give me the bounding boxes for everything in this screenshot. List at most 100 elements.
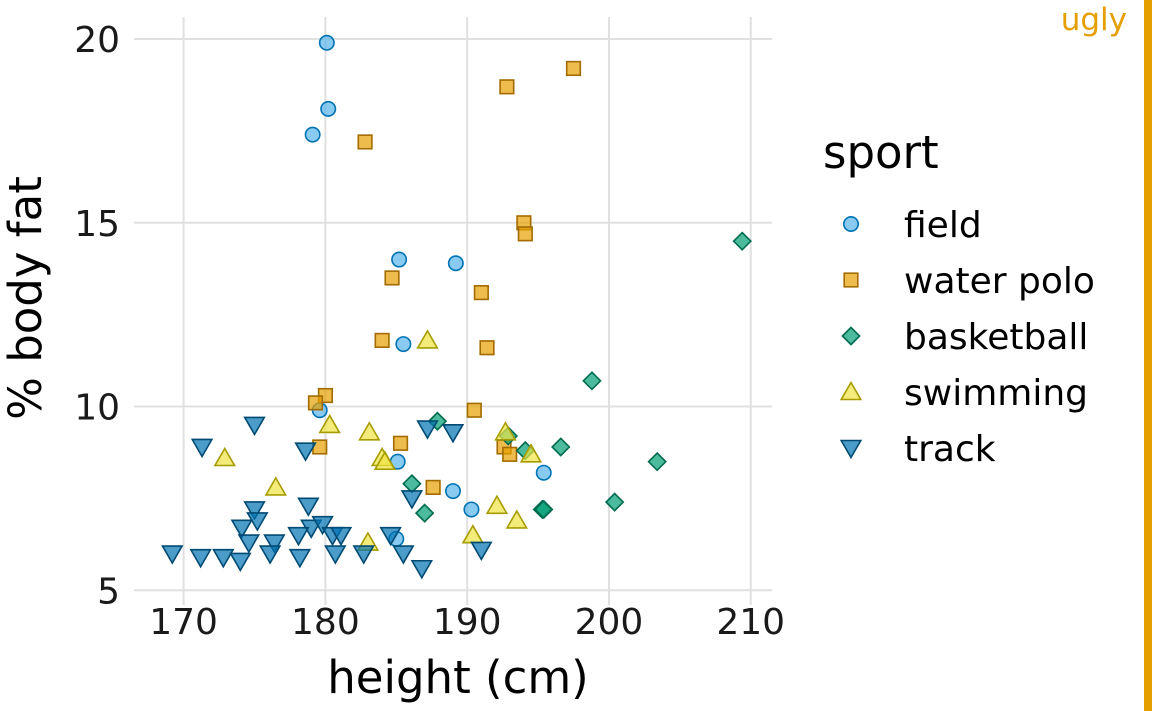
data-point [582,371,602,391]
data-point [329,526,353,547]
data-point [392,435,409,451]
data-point [565,60,582,77]
data-point [391,251,408,268]
data-point [441,423,465,444]
x-tick-label: 170 [149,602,218,643]
data-point [400,490,424,510]
x-tick-label: 200 [575,602,644,643]
data-point [258,545,282,565]
legend-label: swimming [904,373,1088,414]
legend-label: basketball [904,317,1088,358]
data-point [425,479,441,496]
data-point [479,340,495,356]
series-track [161,416,493,580]
data-point [374,332,390,349]
data-point [395,336,412,353]
data-point [551,437,571,457]
data-point [535,464,552,481]
legend-key-track [839,439,863,460]
data-point [463,501,480,518]
data-point [466,402,482,418]
data-point [294,442,317,462]
data-point [392,545,415,565]
data-point [647,451,667,472]
data-point [243,501,266,521]
data-point [502,446,518,462]
data-point [318,34,335,51]
legend-key-field [842,216,859,233]
data-point [264,476,287,496]
data-point [447,255,464,272]
data-point [246,512,269,532]
x-tick-label: 190 [433,602,502,643]
series-basketball [402,231,752,523]
data-point [288,548,312,569]
data-point [410,559,433,580]
y-tick-label: 15 [74,204,120,245]
data-point [213,446,236,467]
corner-tag-bar [1144,0,1152,711]
legend-key-water-polo [843,272,859,288]
legend-label: water polo [904,261,1095,302]
data-point [304,126,321,143]
data-point [499,79,515,95]
data-point [485,494,509,515]
data-point [307,395,324,411]
legend-label: track [904,429,996,470]
data-point [358,421,381,441]
x-tick-labels: 170 180 190 200 210 [149,602,785,643]
data-point [190,438,214,459]
data-points [161,34,752,580]
series-water-polo [307,60,582,496]
data-point [161,545,184,565]
data-point [229,552,252,573]
data-point [212,548,235,569]
data-point [373,450,397,470]
data-point [494,421,517,441]
data-point [189,548,212,569]
data-point [230,519,253,539]
y-axis-title: % body fat [0,176,52,420]
data-point [473,285,489,301]
data-point [732,231,752,251]
data-point [263,534,286,554]
data-point [517,226,533,242]
data-point [416,420,439,440]
y-tick-label: 20 [74,20,120,61]
data-point [352,545,375,565]
data-point [312,439,328,455]
data-point [384,270,400,286]
data-point [243,416,266,437]
y-tick-labels: 5 10 15 20 [74,20,120,612]
data-point [505,509,528,529]
data-point [320,100,337,117]
data-point [297,497,320,517]
data-point [470,541,493,561]
y-tick-label: 10 [74,388,120,429]
data-point [534,499,554,520]
data-point [324,545,347,565]
data-point [444,483,461,500]
series-field [304,34,552,547]
legend-key-swimming [839,380,863,401]
data-point [379,526,402,547]
data-point [287,526,310,547]
x-tick-label: 210 [716,602,785,643]
data-point [318,413,341,434]
data-point [402,473,422,494]
data-point [416,329,439,349]
legend-label: field [904,205,982,246]
corner-tag-label: ugly [1061,2,1127,38]
data-point [237,534,261,554]
data-point [519,443,543,463]
legend: sport field water polo basketball swimming t… [823,126,1095,470]
data-point [311,515,334,536]
x-tick-label: 180 [291,602,360,643]
legend-title: sport [823,126,939,179]
legend-key-basketball [841,326,861,346]
data-point [414,503,435,523]
y-tick-label: 5 [97,571,120,612]
grid [134,17,772,605]
data-point [357,134,373,150]
